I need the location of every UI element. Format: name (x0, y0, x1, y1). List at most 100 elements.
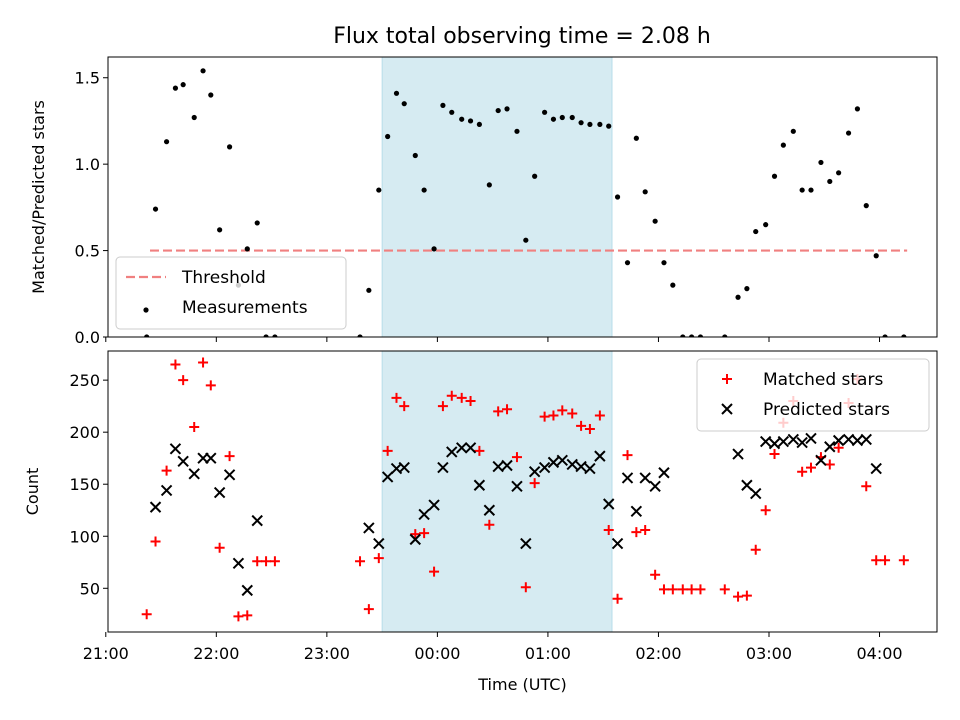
data-point (790, 128, 796, 134)
data-point (741, 479, 753, 491)
data-point (504, 106, 510, 112)
legend-label: Threshold (181, 268, 266, 288)
data-point (440, 102, 446, 108)
data-point (901, 334, 907, 337)
data-point (269, 556, 280, 567)
data-point (815, 454, 827, 466)
data-point (261, 556, 272, 567)
data-point (150, 536, 161, 547)
data-point (658, 584, 669, 595)
data-point (391, 392, 402, 403)
data-point (429, 566, 440, 577)
y-axis-label: Matched/Predicted stars (29, 100, 48, 294)
data-point (511, 452, 522, 463)
data-point (172, 85, 179, 91)
x-tick-label: 22:00 (193, 644, 239, 663)
data-point (214, 542, 225, 553)
axes-frame (107, 56, 938, 338)
data-point (455, 442, 468, 454)
data-point (631, 527, 642, 538)
x-tick-label: 00:00 (414, 644, 460, 663)
data-point (559, 114, 565, 121)
data-point (493, 406, 504, 417)
data-point (205, 380, 216, 391)
axes-frame (107, 350, 938, 633)
data-point (252, 556, 263, 567)
data-point (658, 467, 670, 479)
data-point (612, 593, 623, 604)
data-point (584, 424, 595, 435)
data-point (419, 528, 430, 539)
data-point (437, 461, 449, 474)
data-point (401, 101, 407, 107)
data-point (399, 401, 410, 412)
count-panel: 50 100 150 200 250 21:00 22:00 23:00 00:00 01:00 0… (23, 350, 938, 694)
data-point (750, 487, 762, 500)
data-point (224, 451, 235, 462)
data-point (532, 173, 538, 179)
data-point (624, 260, 631, 266)
data-point (376, 187, 382, 193)
legend-label: Measurements (182, 298, 308, 318)
data-point (722, 334, 728, 337)
data-point (689, 334, 695, 337)
data-point (363, 604, 374, 615)
data-point (251, 514, 263, 527)
data-point (640, 525, 651, 536)
data-point (750, 544, 761, 555)
data-point (205, 452, 217, 464)
data-point (486, 182, 492, 188)
data-point (661, 260, 667, 266)
data-point (398, 461, 410, 474)
data-point (529, 478, 540, 489)
y-tick-label: 0.0 (75, 328, 100, 347)
data-point (771, 173, 778, 179)
data-point (170, 359, 181, 370)
data-point (735, 294, 741, 300)
data-point (854, 106, 861, 112)
data-point (732, 448, 744, 460)
legend-label: Predicted stars (763, 400, 890, 420)
data-point (667, 584, 678, 595)
data-point (232, 557, 245, 570)
data-point (476, 121, 482, 128)
data-point (614, 194, 621, 200)
y-tick-label: 50 (80, 579, 100, 598)
data-point (677, 584, 688, 595)
data-point (355, 556, 366, 567)
data-point (566, 458, 578, 471)
data-point (649, 480, 661, 493)
data-point (576, 420, 587, 431)
data-point (567, 408, 578, 419)
data-point (382, 445, 393, 456)
plot-area (144, 68, 908, 337)
data-point (597, 121, 603, 128)
legend-label: Matched stars (763, 370, 883, 390)
data-point (520, 537, 532, 550)
data-point (733, 591, 744, 602)
data-point (578, 120, 584, 126)
data-point (744, 286, 750, 292)
y-tick-label: 250 (69, 371, 100, 390)
data-point (459, 116, 465, 122)
data-point (768, 437, 781, 450)
data-point (169, 443, 182, 455)
legend-box (696, 358, 930, 432)
data-point (217, 227, 223, 233)
data-point (208, 92, 214, 98)
data-point (263, 334, 269, 337)
data-point (144, 334, 150, 337)
data-point (873, 253, 879, 259)
legend-box (115, 256, 347, 330)
data-point (805, 432, 817, 445)
data-point (393, 90, 400, 96)
data-point (464, 442, 477, 454)
data-point (642, 189, 648, 195)
data-point (622, 450, 633, 461)
data-point (557, 405, 568, 416)
data-point (695, 584, 706, 595)
data-point (584, 462, 596, 475)
data-point (385, 133, 391, 140)
data-point (511, 480, 523, 493)
